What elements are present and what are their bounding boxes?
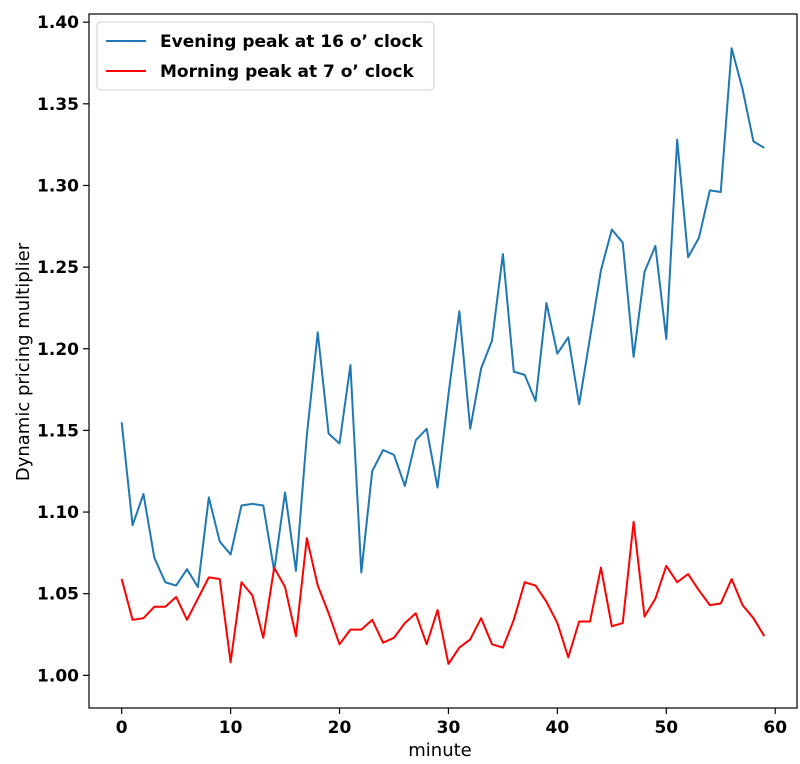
x-tick-label: 60 xyxy=(763,718,787,738)
axes: 0 10 20 30 40 50 60 1.00 1.05 1.10 1.15 1.20 1.25 1.3… xyxy=(37,13,798,738)
y-tick-label: 1.25 xyxy=(37,258,79,278)
y-tick-label: 1.40 xyxy=(37,13,79,33)
x-tick-label: 0 xyxy=(116,718,128,738)
plot-frame xyxy=(88,13,798,709)
x-tick-label: 30 xyxy=(437,718,461,738)
y-tick-label: 1.05 xyxy=(37,585,79,605)
y-axis-label: Dynamic pricing multiplier xyxy=(13,242,34,481)
series-line-0 xyxy=(120,47,765,589)
y-tick-label: 1.15 xyxy=(37,421,79,441)
x-axis-label: minute xyxy=(408,740,471,761)
y-tick-label: 1.30 xyxy=(37,176,79,196)
x-tick-label: 20 xyxy=(328,718,352,738)
legend-label-1: Morning peak at 7 o’ clock xyxy=(160,62,414,82)
y-tick-label: 1.10 xyxy=(37,503,79,523)
y-tick-label: 1.35 xyxy=(37,95,79,115)
x-tick-label: 10 xyxy=(219,718,243,738)
y-tick-label: 1.00 xyxy=(37,666,79,686)
series-line-1 xyxy=(120,520,766,665)
legend-box xyxy=(96,21,435,91)
x-tick-label: 50 xyxy=(654,718,678,738)
y-tick-label: 1.20 xyxy=(37,340,79,360)
legend: Evening peak at 16 o’ clock Morning peak … xyxy=(96,21,435,91)
legend-label-0: Evening peak at 16 o’ clock xyxy=(160,32,424,52)
x-tick-label: 40 xyxy=(546,718,570,738)
series-lines xyxy=(120,47,766,665)
